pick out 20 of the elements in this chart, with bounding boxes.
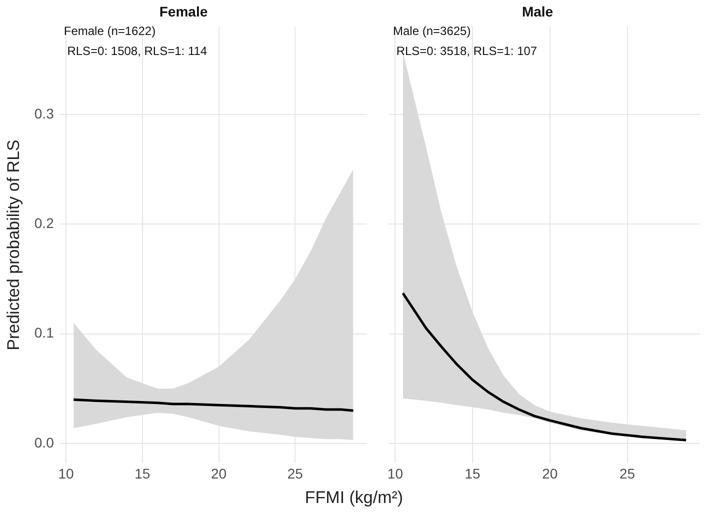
- chart-title: Female: [159, 3, 208, 20]
- y-tick-label: 0.0: [34, 434, 54, 450]
- x-tick-label: 15: [464, 465, 481, 482]
- annotation: Male (n=3625): [393, 24, 471, 38]
- y-tick-label: 0.3: [34, 105, 54, 122]
- annotation: RLS=0: 1508, RLS=1: 114: [64, 44, 208, 58]
- y-tick-label: 0.1: [34, 324, 54, 341]
- x-tick-label: 20: [542, 465, 558, 482]
- annotation: RLS=0: 3518, RLS=1: 107: [393, 44, 538, 58]
- x-tick-label: 15: [134, 465, 150, 482]
- x-axis-title: FFMI (kg/m²): [304, 488, 404, 508]
- x-tick-label: 25: [619, 465, 636, 482]
- y-axis-title: Predicted probability of RLS: [4, 140, 23, 350]
- x-tick-label: 25: [287, 465, 304, 482]
- chart-title: Male: [522, 3, 554, 20]
- x-tick-label: 10: [387, 465, 404, 482]
- y-tick-label: 0.2: [34, 215, 54, 232]
- annotation: Female (n=1622): [64, 24, 156, 38]
- x-tick-label: 20: [210, 465, 227, 482]
- x-tick-label: 10: [58, 465, 74, 482]
